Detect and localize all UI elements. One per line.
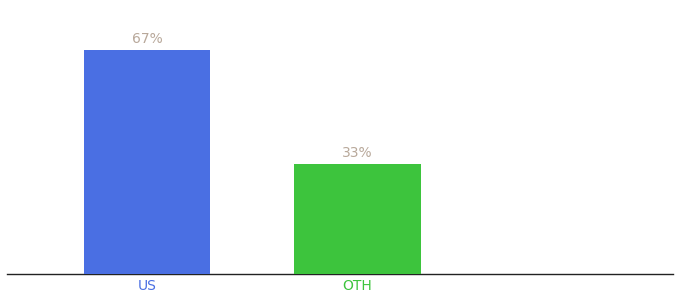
Text: 67%: 67% — [132, 32, 163, 46]
Bar — [294, 164, 421, 274]
Bar — [84, 50, 210, 274]
Text: 33%: 33% — [342, 146, 373, 160]
